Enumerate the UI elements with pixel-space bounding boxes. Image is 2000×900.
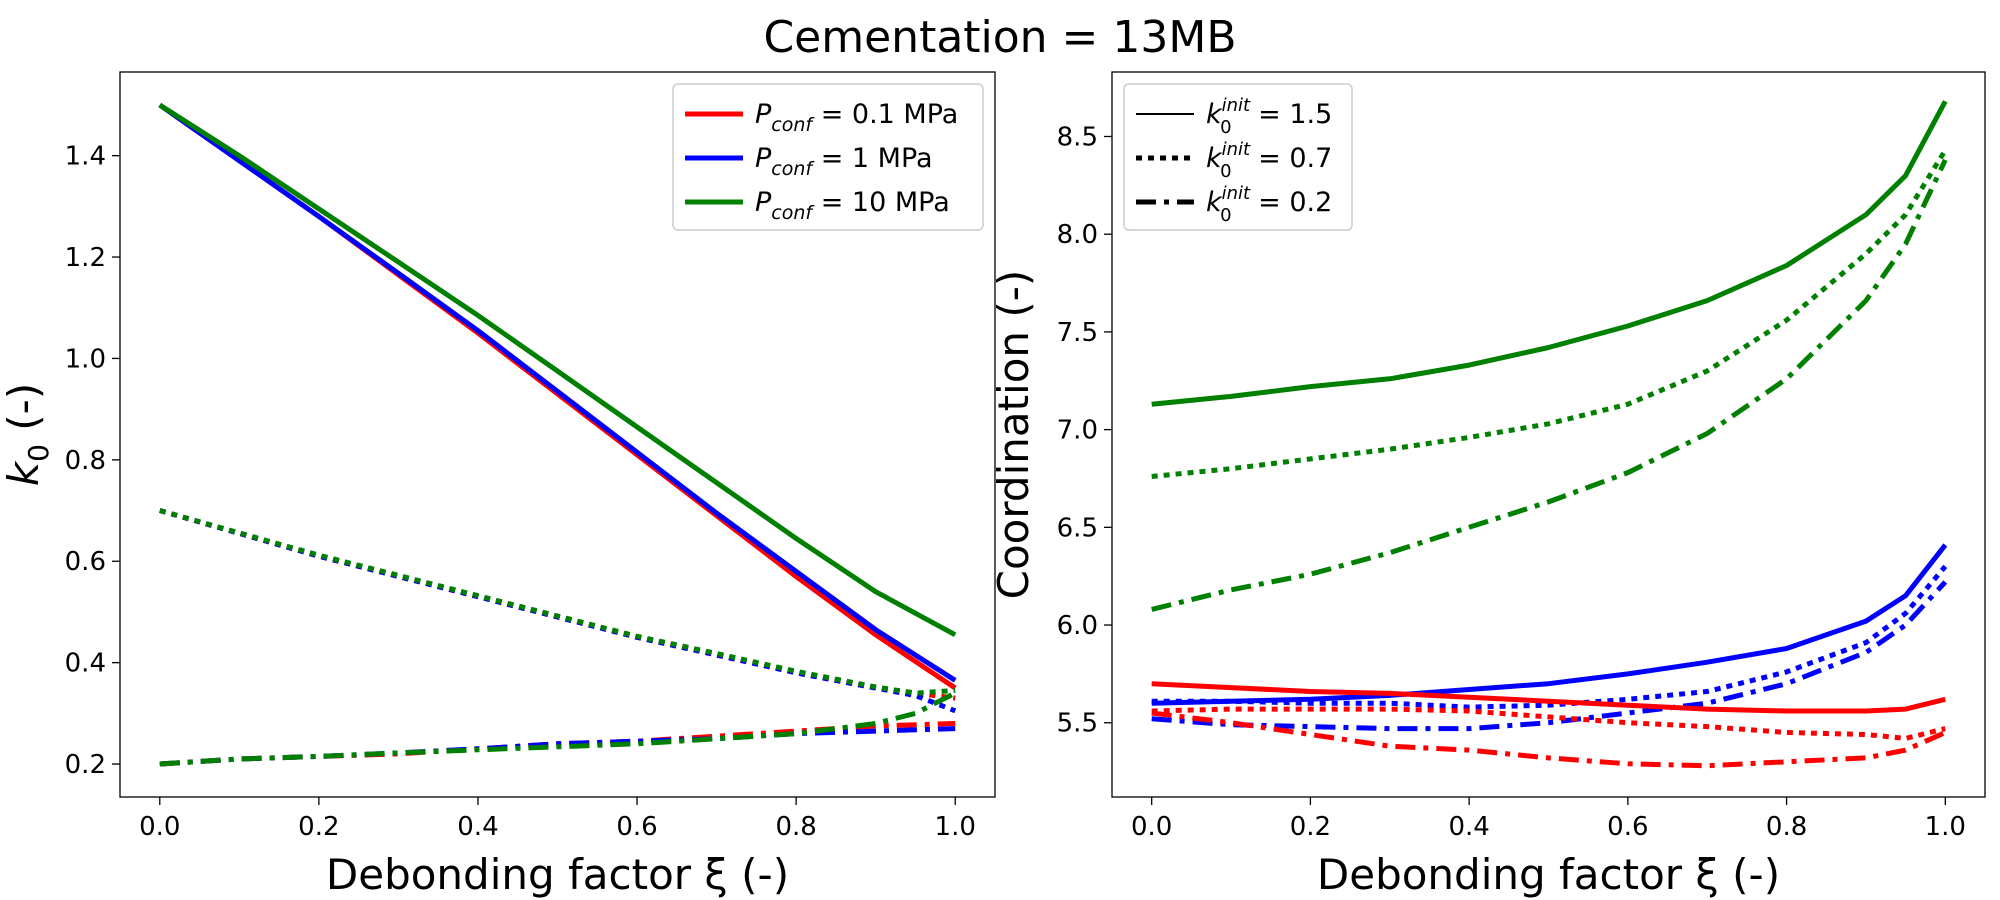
k0-chart-panel: 0.0 0.2 0.4 0.6 0.8 1.0 0.2 0.4 0.6 0.8 1.0 1.2 1.4 D… bbox=[0, 71, 996, 899]
x-tick-label: 1.0 bbox=[935, 812, 976, 842]
series-line-0 bbox=[1151, 100, 1948, 407]
y-tick-label: 8.0 bbox=[1057, 220, 1098, 250]
y-axis-label: Coordination (-) bbox=[989, 270, 1038, 600]
x-tick-label: 0.4 bbox=[457, 812, 498, 842]
coordination-chart-panel: 0.0 0.2 0.4 0.6 0.8 1.0 5.5 6.0 6.5 7.0 7.5 8.0 8.5 D… bbox=[989, 71, 1986, 899]
series-line-6 bbox=[1151, 681, 1946, 714]
plot-frame bbox=[1111, 71, 1986, 798]
x-axis-label: Debonding factor ξ (-) bbox=[1317, 850, 1780, 899]
x-axis-label: Debonding factor ξ (-) bbox=[326, 850, 789, 899]
series-line-8 bbox=[1151, 710, 1947, 769]
y-tick-label: 0.2 bbox=[65, 750, 106, 780]
x-tick-label: 0.0 bbox=[139, 812, 180, 842]
legend-entry-0: kinit 0 = 1.5 bbox=[1206, 95, 1332, 138]
x-tick-label: 0.2 bbox=[1290, 812, 1331, 842]
legend-entry-0: Pconf = 0.1 MPa bbox=[755, 99, 958, 136]
series-group bbox=[158, 102, 957, 767]
y-tick-label: 5.5 bbox=[1057, 709, 1098, 739]
x-tick-label: 0.0 bbox=[1131, 812, 1172, 842]
y-tick-label: 6.0 bbox=[1057, 611, 1098, 641]
legend: Pconf = 0.1 MPa Pconf = 1 MPa Pconf = 10 M… bbox=[672, 83, 984, 231]
series-group bbox=[1151, 100, 1948, 769]
series-line-7 bbox=[1151, 706, 1946, 741]
legend-entry-1: Pconf = 1 MPa bbox=[755, 143, 933, 180]
figure-title: Cementation = 13MB bbox=[763, 12, 1236, 63]
plot-frame bbox=[119, 71, 996, 798]
y-tick-label: 7.5 bbox=[1057, 318, 1098, 348]
y-tick-label: 0.8 bbox=[65, 446, 106, 476]
y-axis-label: k0 (-) bbox=[0, 383, 55, 486]
y-tick-label: 1.2 bbox=[65, 243, 106, 273]
y-tick-label: 7.0 bbox=[1057, 416, 1098, 446]
legend-box bbox=[1123, 83, 1353, 231]
series-line-2 bbox=[158, 102, 957, 637]
legend-entry-2: Pconf = 10 MPa bbox=[755, 187, 950, 224]
series-line-1 bbox=[158, 102, 957, 683]
legend-entry-2: kinit 0 = 0.2 bbox=[1206, 183, 1332, 226]
x-tick-label: 0.8 bbox=[775, 812, 816, 842]
x-tick-label: 1.0 bbox=[1925, 812, 1966, 842]
series-line-1 bbox=[1151, 148, 1948, 479]
legend-box bbox=[672, 83, 984, 231]
x-tick-label: 0.6 bbox=[616, 812, 657, 842]
y-tick-label: 1.0 bbox=[65, 344, 106, 374]
series-line-5 bbox=[159, 508, 956, 696]
x-tick-label: 0.2 bbox=[298, 812, 339, 842]
y-tick-label: 0.4 bbox=[65, 649, 106, 679]
legend-entry-1: kinit 0 = 0.7 bbox=[1206, 139, 1332, 182]
y-tick-label: 6.5 bbox=[1057, 513, 1098, 543]
x-tick-label: 0.4 bbox=[1448, 812, 1489, 842]
y-tick-label: 8.5 bbox=[1057, 122, 1098, 152]
series-line-8 bbox=[159, 690, 957, 767]
series-line-2 bbox=[1151, 158, 1948, 612]
y-tick-label: 0.6 bbox=[65, 547, 106, 577]
x-tick-label: 0.8 bbox=[1766, 812, 1807, 842]
y-tick-label: 1.4 bbox=[65, 142, 106, 172]
series-line-3 bbox=[1151, 543, 1948, 706]
x-tick-label: 0.6 bbox=[1607, 812, 1648, 842]
